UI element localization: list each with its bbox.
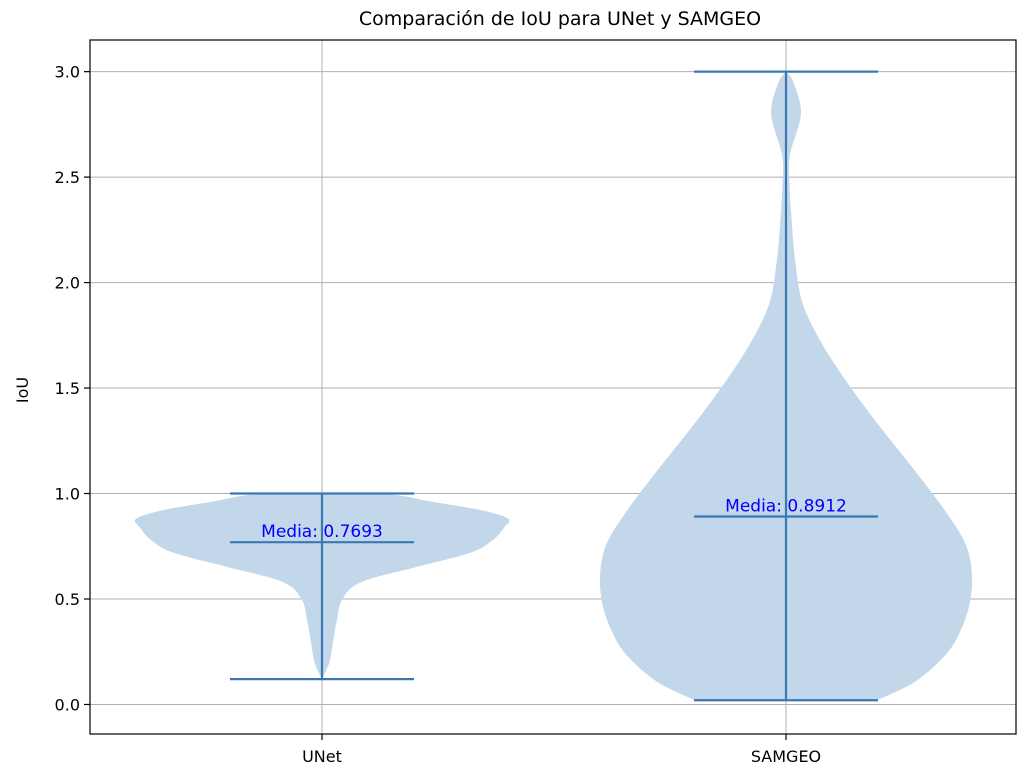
y-tick-label: 3.0 xyxy=(55,63,80,82)
y-tick-label: 2.0 xyxy=(55,274,80,293)
x-tick-label: UNet xyxy=(302,747,342,766)
mean-annotation: Media: 0.7693 xyxy=(261,522,383,542)
y-tick-label: 1.5 xyxy=(55,379,80,398)
violin-unet: Media: 0.7693 xyxy=(134,492,510,681)
chart-title: Comparación de IoU para UNet y SAMGEO xyxy=(359,8,761,30)
y-tick-label: 2.5 xyxy=(55,168,80,187)
ticks-layer: 0.0 0.5 1.0 1.5 2.0 2.5 3.0 UNet SAMGEO xyxy=(55,63,822,766)
violin-samgeo: Media: 0.8912 xyxy=(599,70,973,702)
y-tick-label: 0.0 xyxy=(55,695,80,714)
plot-frame xyxy=(89,39,1017,735)
y-axis-label: IoU xyxy=(13,377,32,403)
y-tick-label: 0.5 xyxy=(55,590,80,609)
y-tick-label: 1.0 xyxy=(55,485,80,504)
violins-layer: Media: 0.7693 Media: 0.8912 xyxy=(134,70,973,702)
x-tick-label: SAMGEO xyxy=(751,747,821,766)
mean-annotation: Media: 0.8912 xyxy=(725,496,847,516)
